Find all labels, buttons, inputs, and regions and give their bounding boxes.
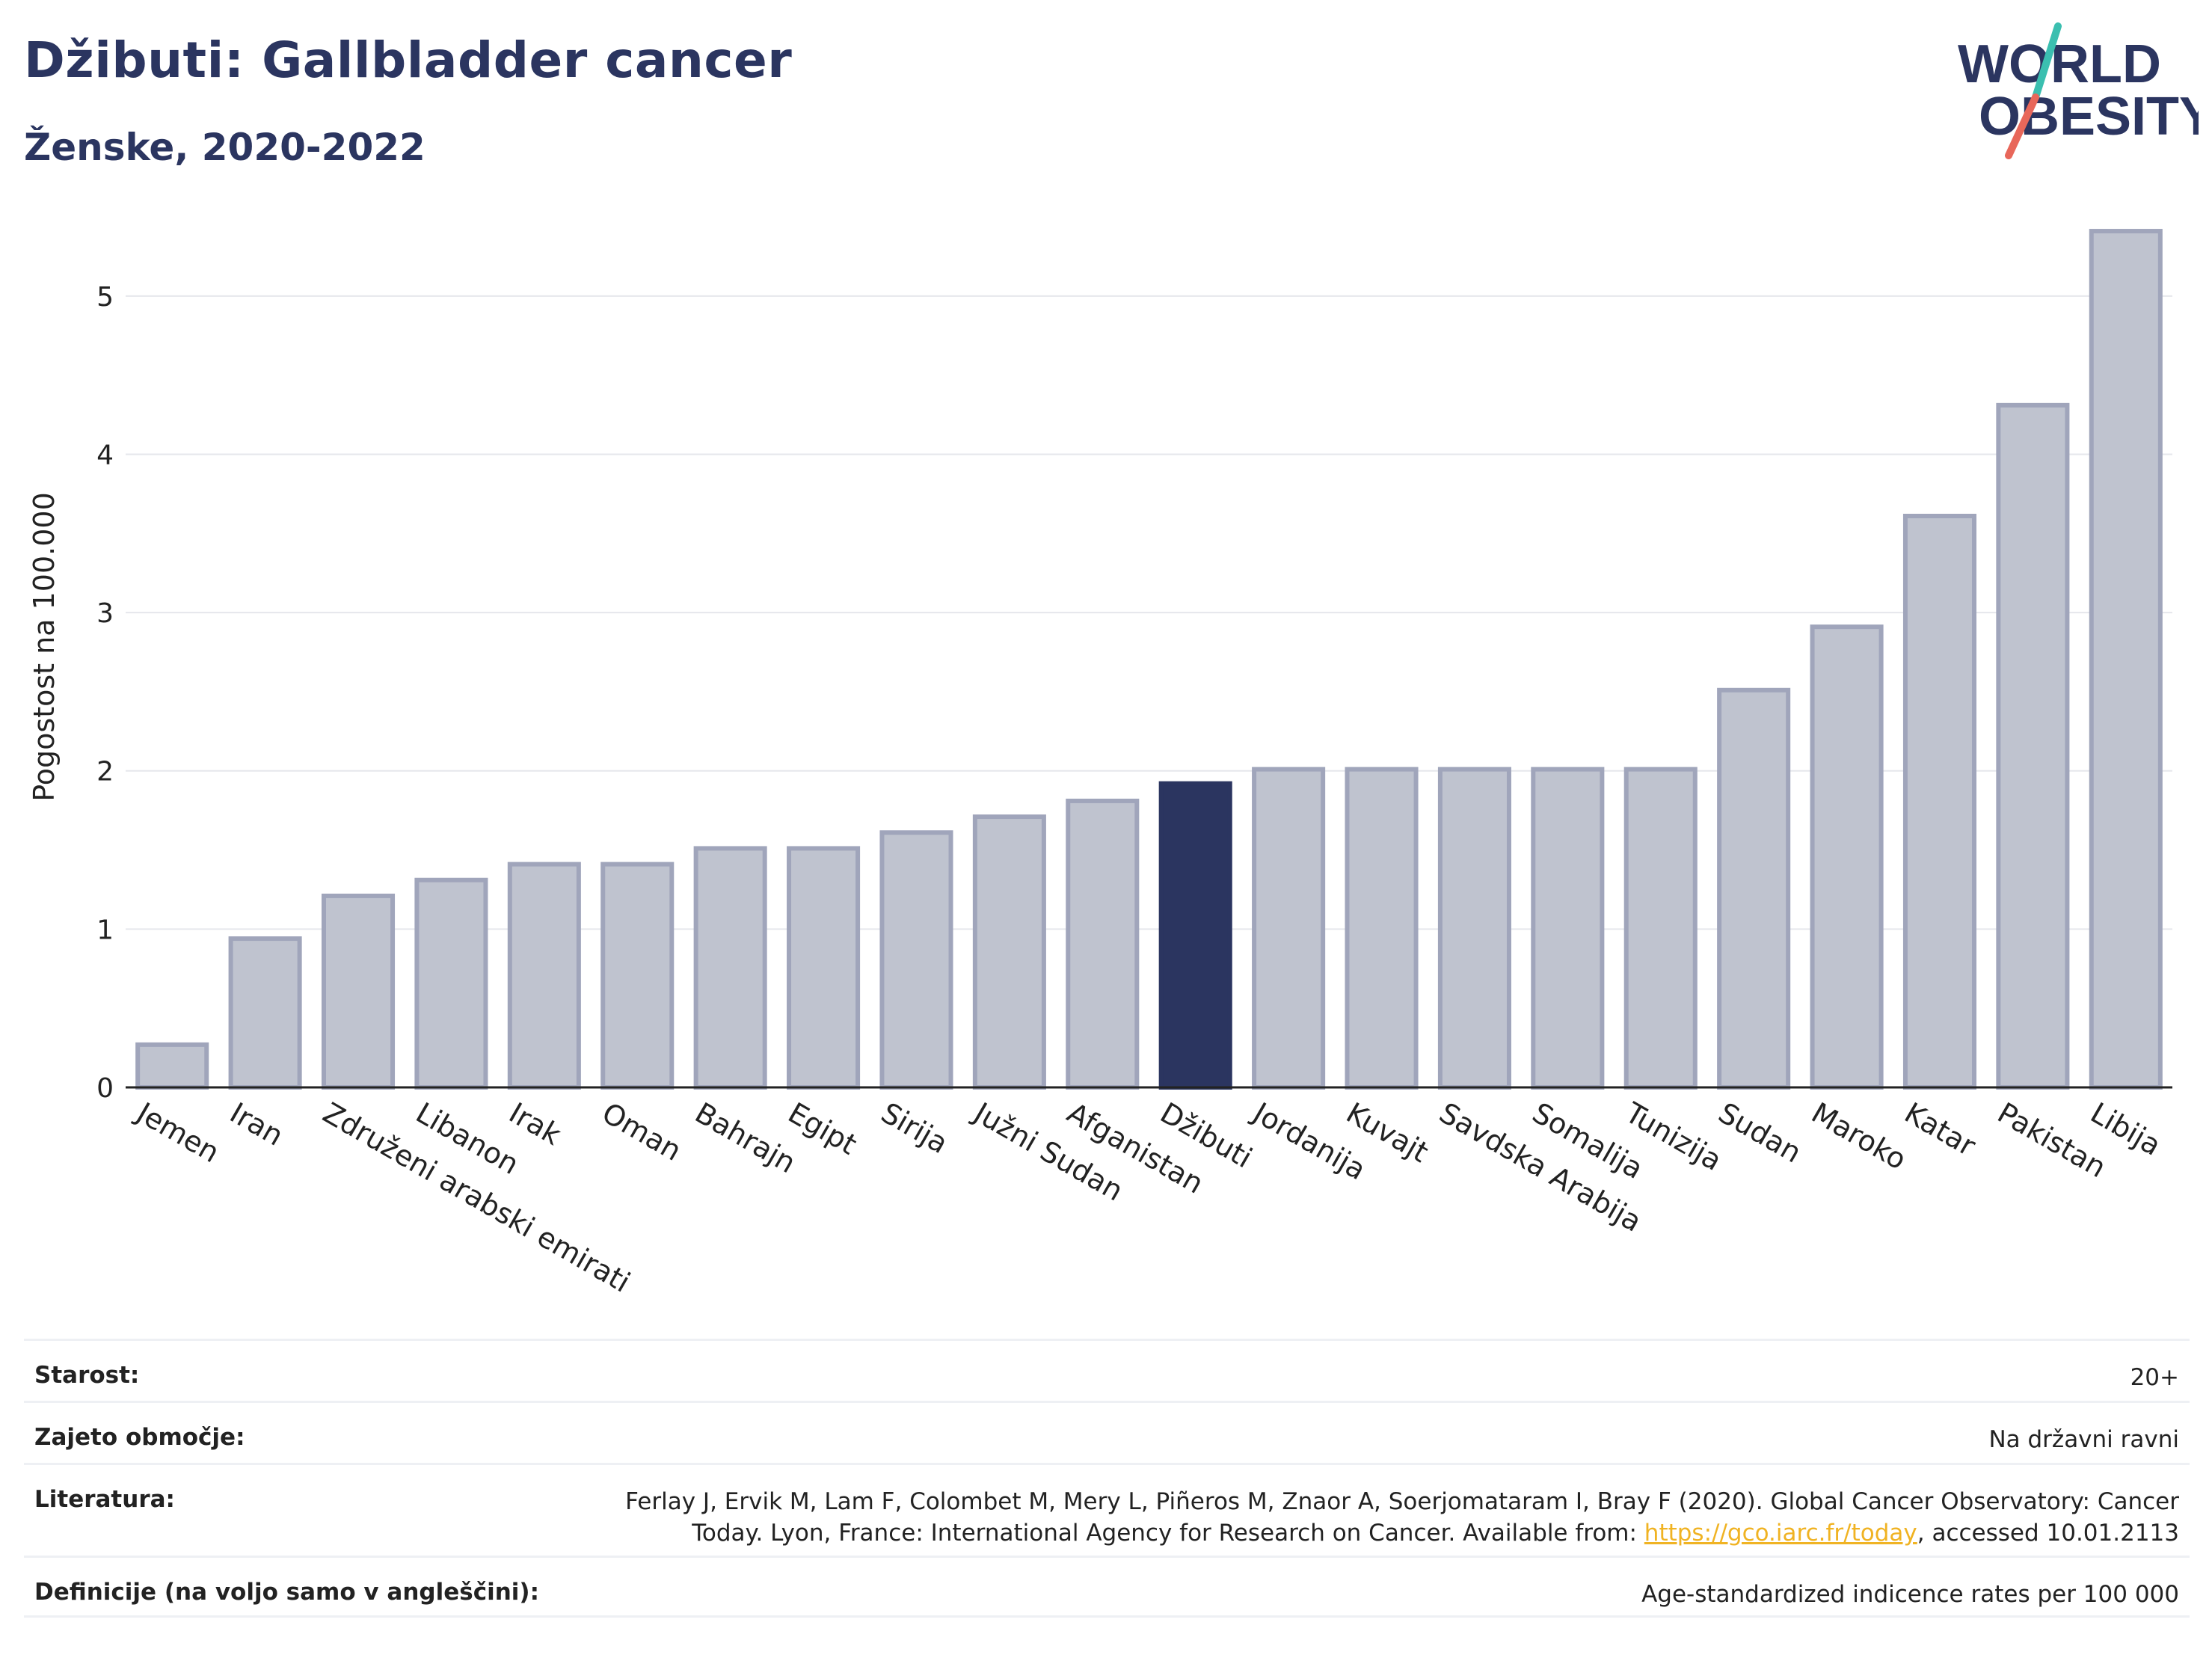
chart-title: Džibuti: Gallbladder cancer [24,31,793,89]
meta-row-age: Starost: 20+ [24,1339,2190,1401]
x-axis-labels: Jemen Iran Združeni arabski emiratiLibanon… [130,1096,2166,1299]
x-tick-label: Bahrajn [689,1096,801,1180]
bar-savdska-arabija [1437,767,1511,1090]
bar-libija [2089,229,2163,1090]
x-tick-label: Oman [597,1096,687,1167]
bar-pakistan [1996,402,2070,1090]
y-tick-label: 5 [96,282,114,313]
coverage-label: Zajeto območje: [34,1424,245,1451]
literature-line-2-prefix: Today. Lyon, France: International Agenc… [692,1520,1644,1547]
y-tick-label: 2 [96,757,114,787]
y-tick-label: 1 [96,915,114,945]
literature-line-2-suffix: , accessed 10.01.2113 [1917,1520,2179,1547]
x-tick-label: Sirija [876,1096,953,1160]
bar-tunizija [1623,767,1698,1090]
bar-katar [1902,513,1977,1090]
bar-džibuti [1158,781,1232,1090]
bar-maroko [1810,624,1884,1090]
coverage-value: Na državni ravni [1988,1426,2179,1453]
bar-egipt [787,846,861,1090]
bar-oman [600,862,675,1090]
literature-label: Literatura: [34,1486,175,1513]
x-tick-label: Irak [503,1096,566,1152]
x-tick-label: Katar [1899,1096,1981,1163]
bar-jemen [135,1042,209,1090]
literature-link[interactable]: https://gco.iarc.fr/today [1644,1520,1917,1547]
bar-sirija [879,830,953,1090]
chart-subtitle: Ženske, 2020-2022 [24,126,425,169]
bar-somalija [1531,767,1605,1090]
x-tick-label: Sudan [1713,1096,1807,1170]
bar-irak [507,862,581,1090]
bar-bahrajn [693,846,767,1090]
bar-jordanija [1252,767,1326,1090]
y-axis-label: Pogostost na 100.000 [28,492,61,802]
bar-južni-sudan [972,814,1046,1090]
y-tick-label: 3 [96,598,114,629]
world-obesity-logo: WORLD OBESITY [1958,22,2199,159]
x-tick-label: Iran [224,1096,289,1152]
meta-row-coverage: Zajeto območje: Na državni ravni [24,1401,2190,1463]
literature-line-1: Ferlay J, Ervik M, Lam F, Colombet M, Me… [625,1488,2179,1515]
bar-sudan [1717,687,1791,1090]
literature-value: Ferlay J, Ervik M, Lam F, Colombet M, Me… [625,1486,2179,1549]
y-axis-ticks: 0 1 2 3 4 5 [96,282,114,1104]
definitions-label: Definicije (na voljo samo v angleščini): [34,1579,539,1606]
y-tick-label: 0 [96,1073,114,1104]
logo-slash-teal [2032,22,2062,101]
bar-iran [228,936,302,1090]
age-label: Starost: [34,1362,140,1389]
meta-row-definitions: Definicije (na voljo samo v angleščini):… [24,1556,2190,1618]
definitions-value: Age-standardized indicence rates per 100… [1641,1581,2179,1608]
meta-row-literature: Literatura: Ferlay J, Ervik M, Lam F, Co… [24,1463,2190,1556]
logo-word-world: WORLD [1958,34,2161,94]
bar-afganistan [1066,798,1140,1090]
bar-chart: 0 1 2 3 4 5 Jemen Iran Združeni arabski emirati… [28,229,2172,1299]
logo-slash-red [2005,93,2039,159]
bar-združeni-arabski-emirati [321,893,396,1090]
bar-kuvajt [1345,767,1419,1090]
metadata-table: Starost: 20+ Zajeto območje: Na državni … [24,1339,2190,1618]
bar-libanon [414,877,488,1090]
bars [135,229,2163,1090]
y-tick-label: 4 [96,440,114,470]
age-value: 20+ [2130,1364,2179,1391]
x-tick-label: Maroko [1806,1096,1912,1176]
x-tick-label: Jemen [130,1096,225,1170]
